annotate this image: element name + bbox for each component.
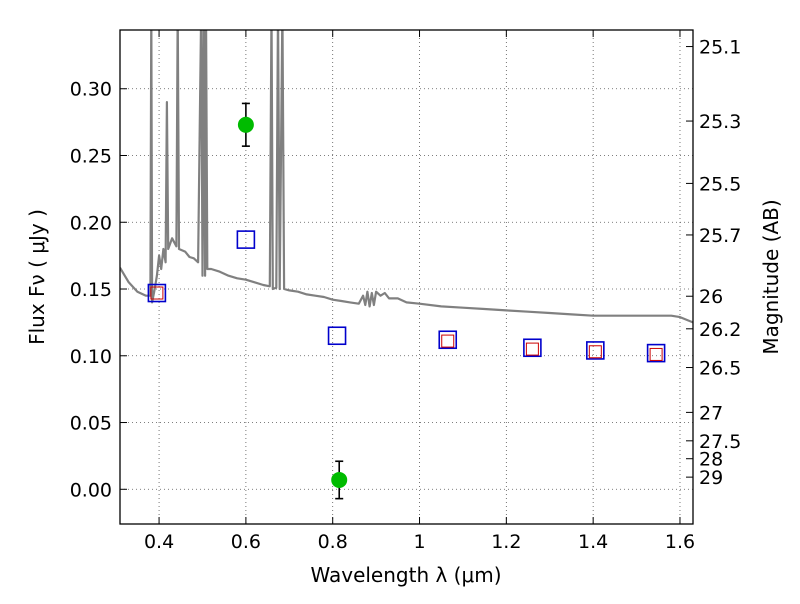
y-axis-left: 0.00 0.05 0.10 0.15 0.20 0.25 0.30 <box>70 79 127 501</box>
y-axis-label-left: Flux Fν ( μJy ) <box>25 209 49 345</box>
y-tick-label: 0.00 <box>70 479 112 501</box>
x-tick-label: 1.2 <box>491 531 521 553</box>
observed-point <box>331 471 348 488</box>
mag-tick-label: 29 <box>699 467 723 489</box>
mag-tick-label: 26.2 <box>699 319 741 341</box>
y-tick-label: 0.20 <box>70 212 112 234</box>
x-tick-label: 0.6 <box>231 531 261 553</box>
model-photometry-square-alt <box>588 345 602 359</box>
x-tick-label: 1 <box>413 531 425 553</box>
mag-tick-label: 27 <box>699 402 723 424</box>
x-axis-label: Wavelength λ (μm) <box>310 563 501 587</box>
x-tick-label: 1.4 <box>578 531 608 553</box>
y-axis-label-right: Magnitude (AB) <box>759 199 783 354</box>
observed-point <box>237 116 254 133</box>
plot-frame <box>119 29 694 525</box>
sed-line-group <box>120 30 693 324</box>
y-tick-label: 0.25 <box>70 146 112 168</box>
model-photometry-square <box>438 330 458 350</box>
x-axis: 0.4 0.6 0.8 1 1.2 1.4 1.6 <box>144 30 695 553</box>
model-photometry-square <box>646 343 666 363</box>
model-photometry-square <box>236 230 256 249</box>
x-tick-label: 1.6 <box>665 531 695 553</box>
y-tick-label: 0.15 <box>70 279 112 301</box>
model-photometry-square-alt <box>441 334 455 348</box>
model-photometry-square <box>586 341 605 360</box>
model-photometry-square-alt <box>649 347 663 361</box>
y-tick-label: 0.30 <box>70 79 112 101</box>
mag-tick-label: 25.1 <box>699 37 741 59</box>
sed-line <box>120 30 693 324</box>
y-tick-label: 0.05 <box>70 413 112 435</box>
model-photometry-square-alt <box>150 286 164 300</box>
model-photometry-square <box>523 338 542 358</box>
mag-tick-label: 26.5 <box>699 358 741 380</box>
model-photometry-square <box>147 283 167 303</box>
mag-tick-label: 27.5 <box>699 431 741 453</box>
markers-group <box>147 102 666 500</box>
x-tick-label: 0.4 <box>144 531 174 553</box>
mag-tick-label: 25.7 <box>699 225 741 247</box>
x-tick-label: 0.8 <box>318 531 348 553</box>
mag-tick-label: 25.3 <box>699 111 741 133</box>
model-photometry-square-alt <box>525 342 539 356</box>
mag-tick-label: 28 <box>699 449 723 471</box>
mag-tick-label: 26 <box>699 286 723 308</box>
y-tick-label: 0.10 <box>70 346 112 368</box>
model-photometry-square <box>327 326 347 346</box>
mag-tick-label: 25.5 <box>699 173 741 195</box>
